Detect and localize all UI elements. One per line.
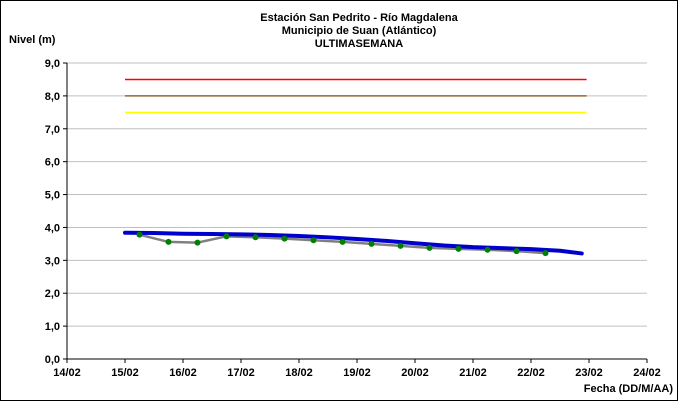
data-series	[123, 230, 584, 257]
y-tick-labels: 0,0 1,0 2,0 3,0 4,0 5,0 6,0 7,0 8,0 9,0	[45, 58, 67, 366]
y-tick-label: 9,0	[45, 58, 60, 70]
x-tick-label: 22/02	[517, 367, 545, 379]
y-tick-label: 7,0	[45, 124, 60, 136]
data-point	[339, 238, 346, 245]
x-tick-label: 21/02	[459, 367, 487, 379]
data-point	[542, 250, 549, 257]
y-tick-label: 8,0	[45, 91, 60, 103]
x-tick-label: 17/02	[227, 367, 255, 379]
data-point	[513, 248, 520, 255]
x-axis-title: Fecha (DD/M/AA)	[584, 383, 674, 395]
data-point	[194, 239, 201, 246]
x-tick-label: 18/02	[285, 367, 313, 379]
threshold-lines	[125, 78, 587, 114]
data-point	[136, 231, 143, 238]
data-point	[368, 240, 375, 247]
x-tick-label: 23/02	[575, 367, 603, 379]
y-tick-label: 1,0	[45, 321, 60, 333]
x-tick-label: 16/02	[169, 367, 197, 379]
data-point	[484, 246, 491, 253]
y-axis-title: Nivel (m)	[9, 34, 56, 46]
x-tick-label: 24/02	[633, 367, 661, 379]
y-tick-label: 3,0	[45, 255, 60, 267]
data-point	[223, 233, 230, 240]
data-point	[397, 242, 404, 249]
data-point	[455, 245, 462, 252]
data-point	[310, 237, 317, 244]
axes	[66, 63, 647, 360]
chart-title-line-1: Estación San Pedrito - Río Magdalena	[260, 12, 458, 24]
data-point	[281, 235, 288, 242]
series-thick-line	[123, 230, 584, 256]
chart-title: Estación San Pedrito - Río Magdalena Mun…	[260, 12, 458, 50]
x-tick-label: 15/02	[111, 367, 139, 379]
y-tick-label: 6,0	[45, 157, 60, 169]
y-tick-label: 4,0	[45, 222, 60, 234]
y-tick-label: 2,0	[45, 288, 60, 300]
x-tick-labels: 14/02 15/02 16/02 17/02 18/02 19/02 20/02 21/02…	[53, 359, 661, 379]
x-tick-label: 19/02	[343, 367, 371, 379]
chart-title-line-2: Municipio de Suan (Atlántico)	[282, 25, 437, 37]
data-point	[252, 234, 259, 241]
data-point	[165, 238, 172, 245]
x-tick-label: 20/02	[401, 367, 429, 379]
x-tick-label: 14/02	[53, 367, 81, 379]
grid-lines	[67, 62, 647, 360]
y-tick-label: 0,0	[45, 354, 60, 366]
y-tick-label: 5,0	[45, 190, 60, 202]
data-point	[426, 244, 433, 251]
chart-title-line-3: ULTIMASEMANA	[315, 38, 403, 50]
